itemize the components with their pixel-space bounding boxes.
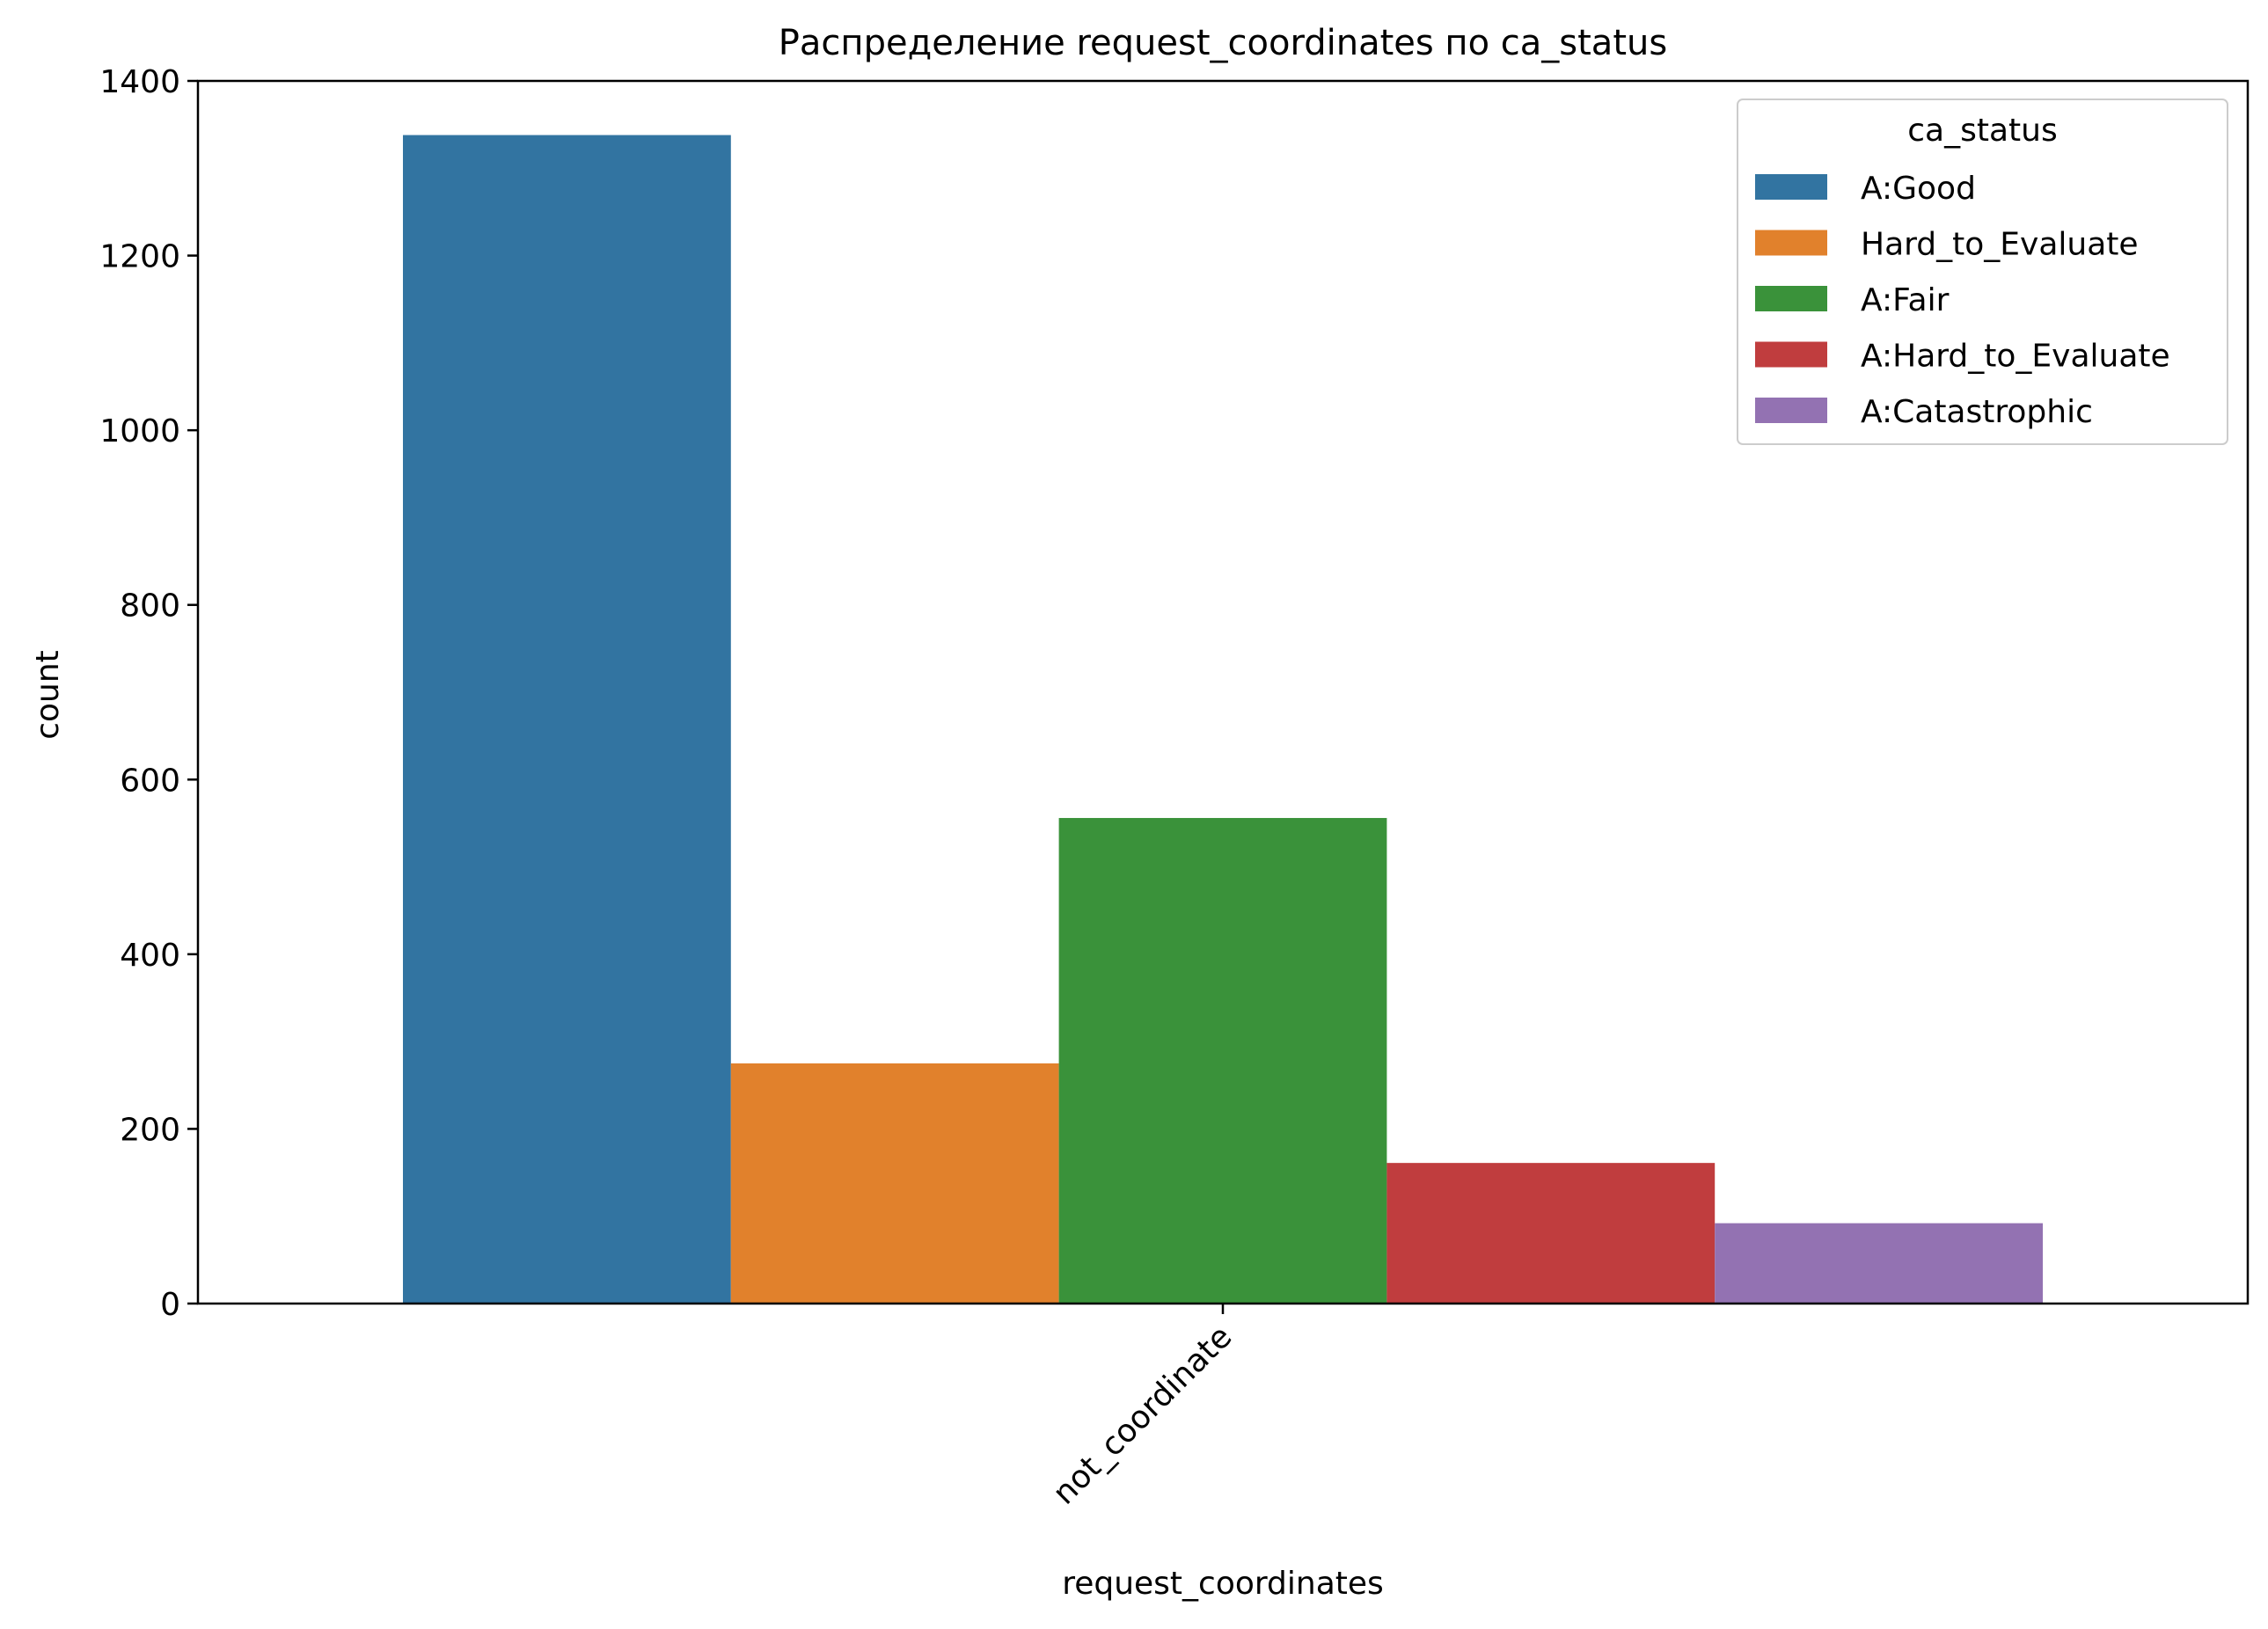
- legend-title: ca_status: [1907, 113, 2057, 149]
- y-tick-label: 1000: [99, 413, 180, 449]
- y-tick-label: 0: [160, 1287, 180, 1323]
- y-tick-label: 800: [120, 588, 180, 625]
- bar-hard-to-evaluate: [730, 1063, 1059, 1304]
- y-tick-label: 400: [120, 938, 180, 974]
- bar-a-hard-to-evaluate: [1386, 1163, 1716, 1304]
- legend-swatch: [1755, 341, 1827, 368]
- bar-a-good: [403, 135, 731, 1304]
- legend-label: A:Hard_to_Evaluate: [1861, 339, 2170, 375]
- y-axis-label: count: [30, 650, 66, 740]
- legend-swatch: [1755, 174, 1827, 200]
- chart-title: Распределение request_coordinates по ca_…: [779, 23, 1667, 63]
- legend-label: A:Good: [1861, 171, 1976, 207]
- y-tick-label: 1200: [99, 239, 180, 275]
- legend-swatch: [1755, 230, 1827, 256]
- legend-box: [1737, 99, 2228, 445]
- legend-swatch: [1755, 286, 1827, 311]
- bar-a-fair: [1058, 817, 1387, 1304]
- legend-label: A:Fair: [1861, 282, 1950, 318]
- x-axis-label: request_coordinates: [1062, 1566, 1384, 1602]
- legend-swatch: [1755, 398, 1827, 423]
- legend-label: Hard_to_Evaluate: [1861, 227, 2139, 263]
- legend-items: A:Good Hard_to_Evaluate A:Fair A:Hard_to_Ev…: [1755, 171, 2170, 430]
- y-tick-label: 1400: [99, 64, 180, 100]
- legend-label: A:Catastrophic: [1861, 394, 2093, 430]
- legend: ca_status A:GoodHard_to_EvaluateA:FairA:…: [1737, 99, 2228, 445]
- y-axis-ticks: 0 200 400 600 800 1000 1200 1400: [99, 64, 198, 1323]
- y-tick-label: 600: [120, 763, 180, 799]
- plot-frame: [196, 79, 2250, 1305]
- y-tick-label: 200: [120, 1112, 180, 1148]
- bar-a-catastrophic: [1715, 1223, 2043, 1304]
- bars-layer: [403, 135, 2043, 1304]
